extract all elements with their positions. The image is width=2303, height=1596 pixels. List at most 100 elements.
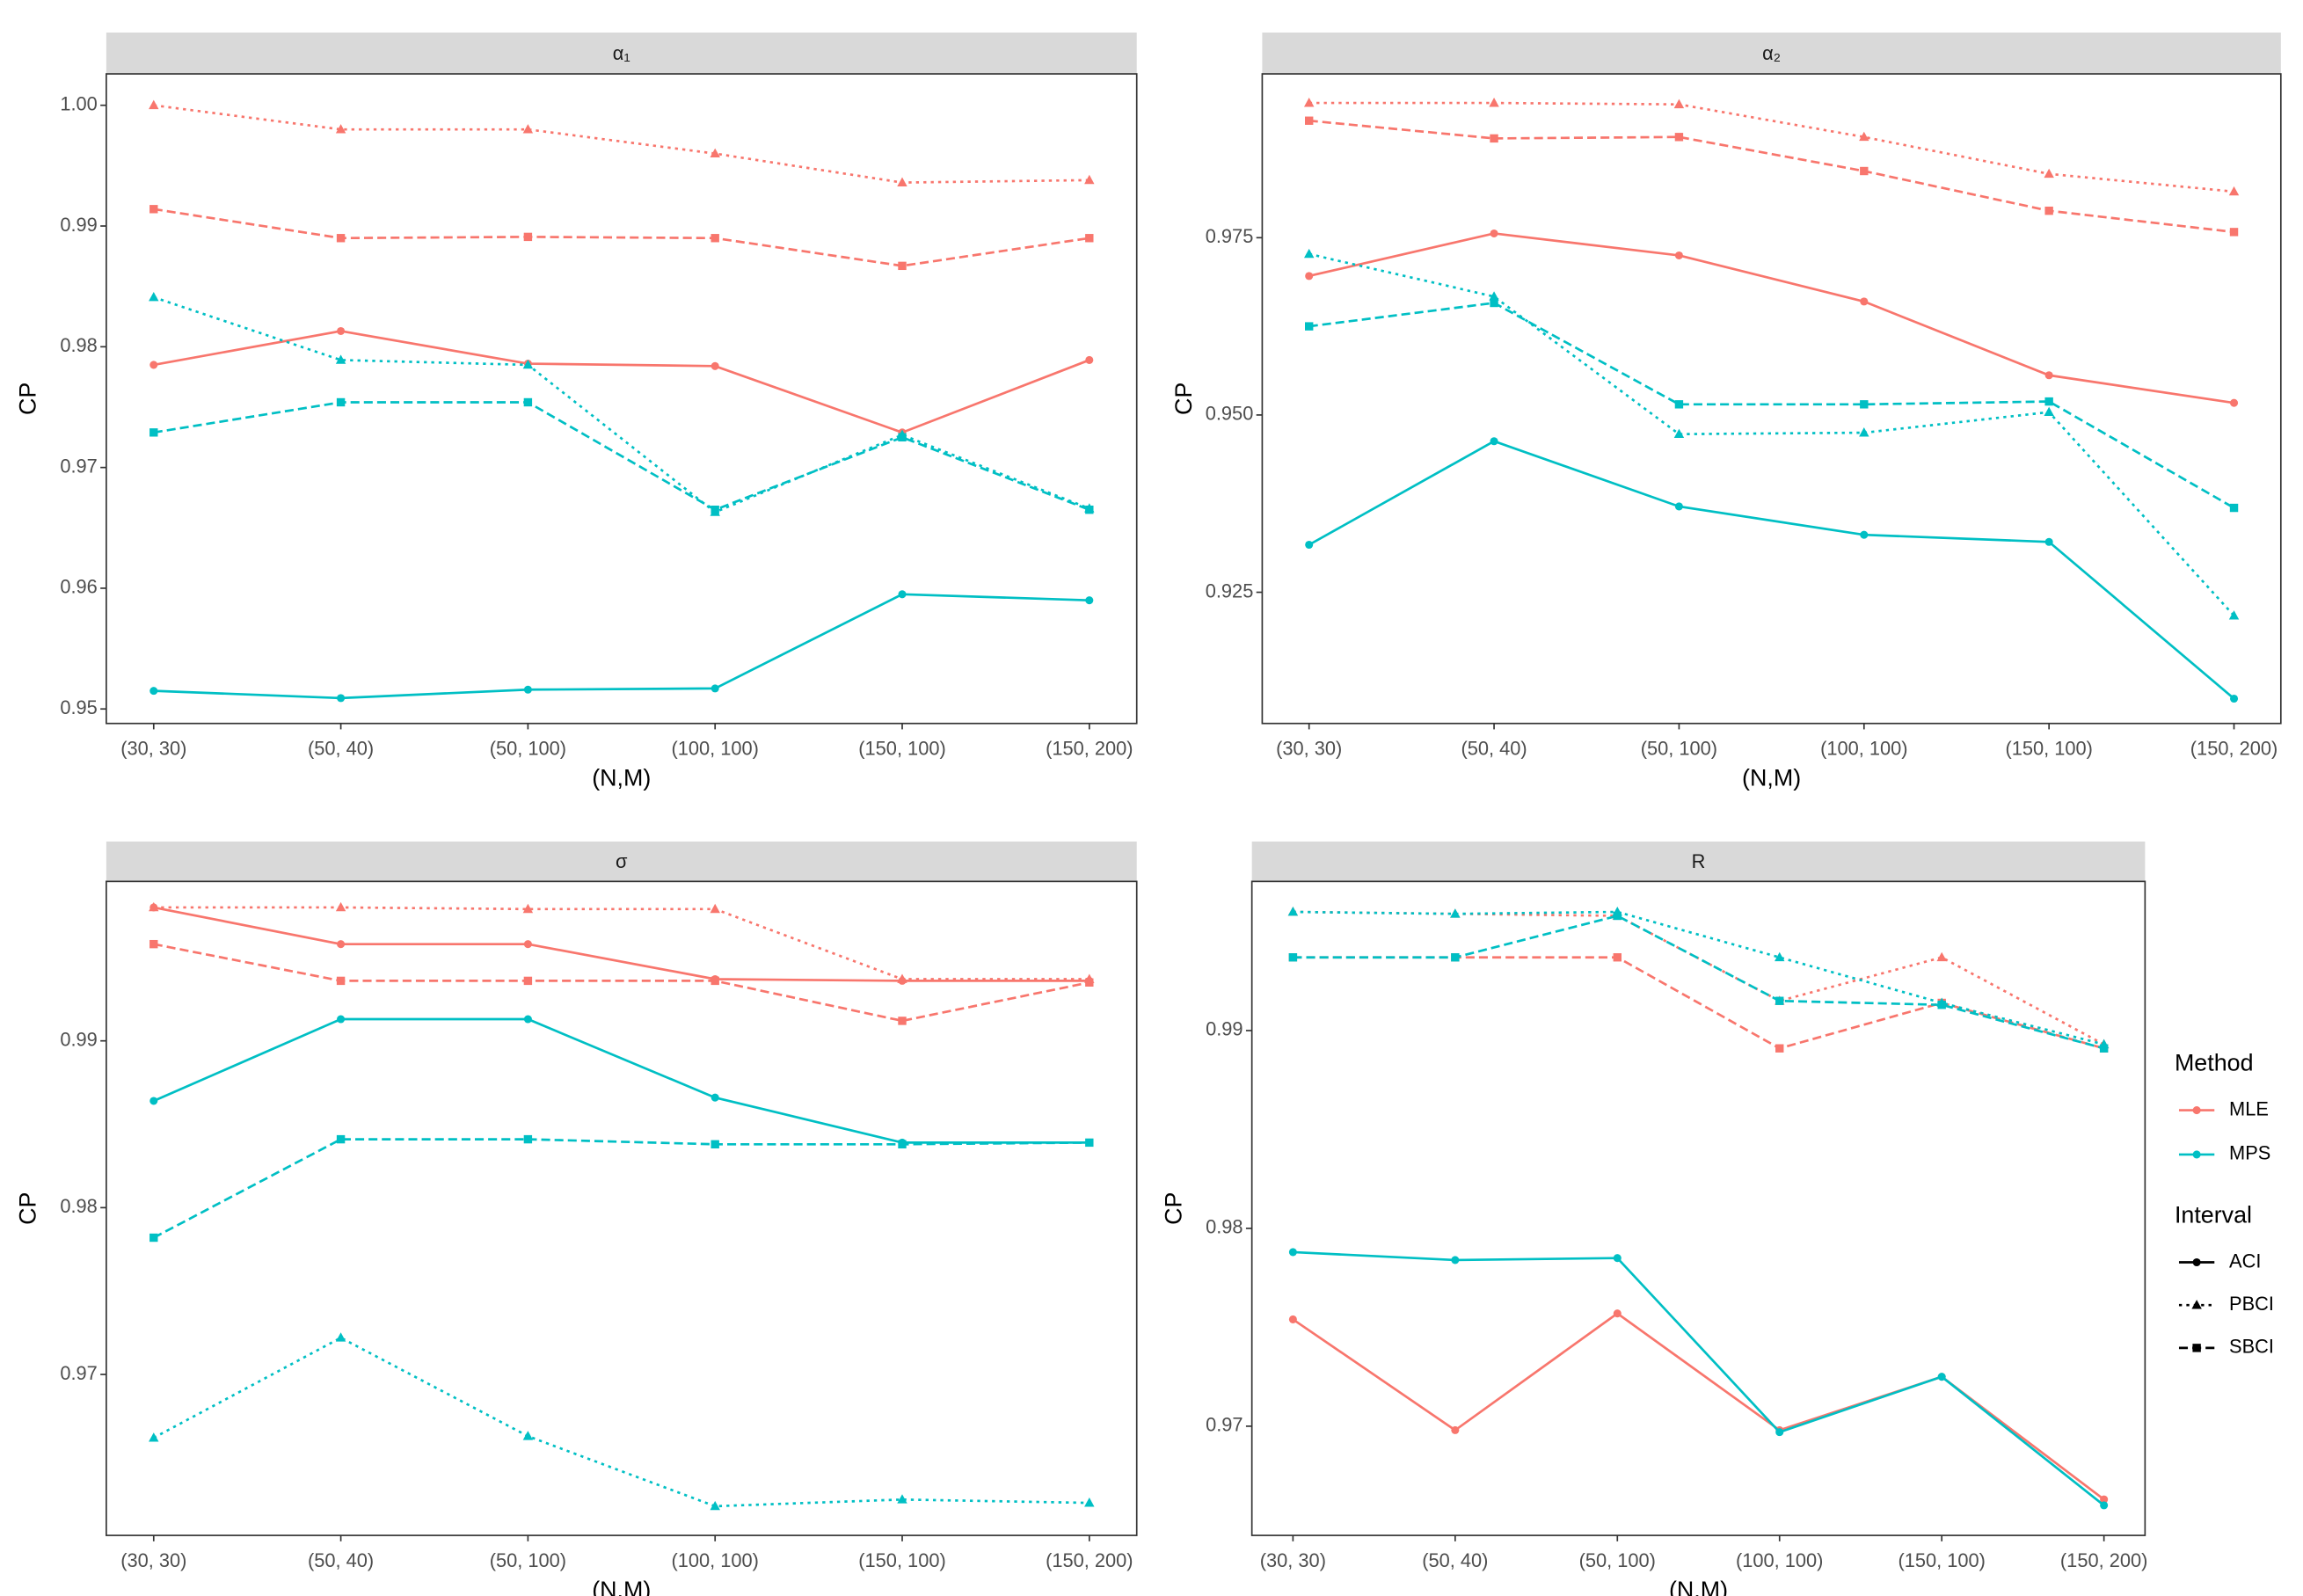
marker [149,901,159,912]
series-line [153,1138,1090,1239]
marker [1860,400,1869,409]
marker [1613,911,1622,921]
marker [2192,1150,2201,1159]
strip [1262,33,2281,75]
y-axis-title: CP [1160,1192,1186,1225]
series-line [153,1336,1090,1508]
marker [149,428,158,437]
y-tick-label: 0.99 [1206,1018,1243,1040]
marker [2044,397,2053,406]
marker [523,397,533,407]
y-axis-title: CP [15,383,41,415]
series-line [1293,910,2104,1046]
panel [106,880,1138,1536]
x-tick-label: (100, 100) [671,1549,758,1571]
panel [1261,73,2282,725]
marker [1613,953,1622,962]
marker [522,1431,534,1440]
x-tick-label: (50, 100) [1641,738,1717,760]
series-line [153,295,1090,514]
marker [2044,168,2054,179]
strip-title: α₂ [1762,42,1781,64]
x-tick-label: (50, 40) [308,738,374,760]
marker [149,687,158,696]
marker [523,940,532,949]
series-line [153,943,1090,1023]
strip-title: α₁ [613,42,630,64]
x-axis-title: (N,M) [592,765,651,791]
marker [2191,1300,2202,1309]
x-tick-label: (150, 100) [858,1549,945,1571]
marker [897,973,907,983]
marker [337,694,346,703]
marker [149,291,159,302]
marker [337,326,346,336]
series-line [153,906,1090,982]
legend-title: Method [2175,1050,2254,1076]
marker [336,1134,346,1144]
marker [149,1097,158,1105]
marker [1305,540,1314,550]
x-tick-label: (100, 100) [671,738,758,760]
y-tick-label: 0.950 [1206,403,1254,425]
marker [898,1017,907,1025]
marker [337,940,346,949]
y-tick-label: 0.99 [60,1028,97,1050]
series-line [1293,915,2104,1050]
y-tick-label: 0.98 [60,334,97,356]
marker [1489,291,1499,301]
marker [1451,1425,1460,1434]
marker [2192,1344,2201,1352]
x-axis-title: (N,M) [592,1577,651,1596]
marker [710,1500,720,1511]
marker [1084,174,1095,185]
marker [523,1134,533,1144]
marker [2229,398,2239,407]
marker [149,939,158,949]
marker [898,1140,907,1148]
series-line [1293,1250,2105,1506]
marker [1085,505,1094,514]
x-tick-label: (100, 100) [1820,738,1907,760]
marker [1674,400,1684,409]
marker [1085,596,1094,605]
x-tick-label: (150, 100) [858,738,945,760]
marker [1085,978,1094,987]
x-tick-label: (50, 100) [490,738,566,760]
x-tick-label: (150, 200) [2190,738,2277,760]
marker [1775,1428,1784,1437]
y-tick-label: 0.97 [60,455,97,477]
x-tick-label: (50, 100) [490,1549,566,1571]
legend-title: Interval [2175,1202,2252,1228]
series-line [1308,302,2235,509]
marker [1288,953,1298,962]
marker [336,234,346,243]
x-tick-label: (30, 30) [1260,1549,1326,1571]
marker [1613,1309,1622,1318]
marker [149,1233,158,1243]
x-tick-label: (50, 100) [1579,1549,1656,1571]
marker [2044,537,2053,546]
marker [149,361,158,369]
y-tick-label: 0.98 [1206,1216,1243,1238]
marker [2100,1501,2109,1510]
marker [522,359,534,369]
marker [1490,134,1498,143]
marker [1489,98,1499,107]
series-line [153,906,1090,980]
marker [1085,234,1094,243]
marker [1860,166,1869,176]
marker [1673,98,1685,109]
marker [711,1140,719,1148]
marker [1304,116,1314,125]
marker [522,903,534,914]
marker [1613,1254,1622,1263]
series-line [1308,119,2234,234]
marker [1936,951,1947,962]
marker [897,177,907,186]
marker [523,1015,532,1024]
marker [1490,298,1498,308]
x-tick-label: (50, 40) [308,1549,374,1571]
marker [336,976,346,986]
